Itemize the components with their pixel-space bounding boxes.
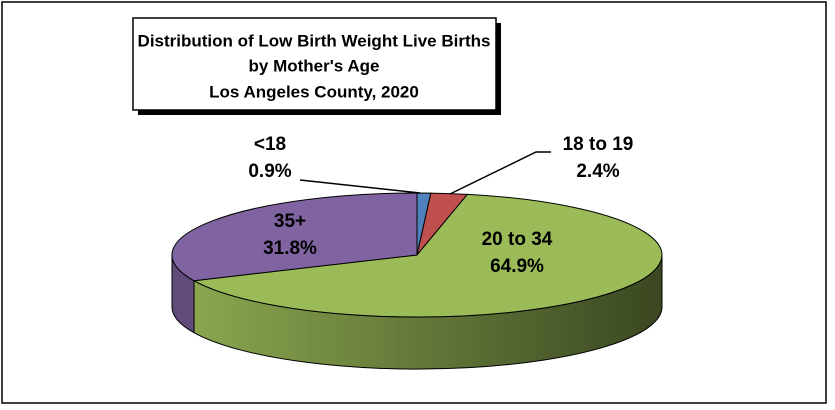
value-label: 2.4% [576,161,619,182]
pie [171,192,663,370]
leader-line [449,151,551,195]
slice-label: 20 to 34 [482,229,553,250]
slice [192,193,663,318]
title-box [132,17,497,111]
value-label: 0.9% [248,161,291,182]
slice [171,192,418,282]
value-label: 31.8% [263,238,317,259]
chart-title: Los Angeles County, 2020 [209,82,419,101]
chart-title: Distribution of Low Birth Weight Live Bi… [138,31,491,50]
chart-title: by Mother's Age [249,56,380,75]
slice-label: 35+ [274,211,306,232]
slice-label: 18 to 19 [563,134,634,155]
value-label: 64.9% [490,256,544,277]
slice-label: <18 [254,134,286,155]
leader-line [299,179,421,194]
